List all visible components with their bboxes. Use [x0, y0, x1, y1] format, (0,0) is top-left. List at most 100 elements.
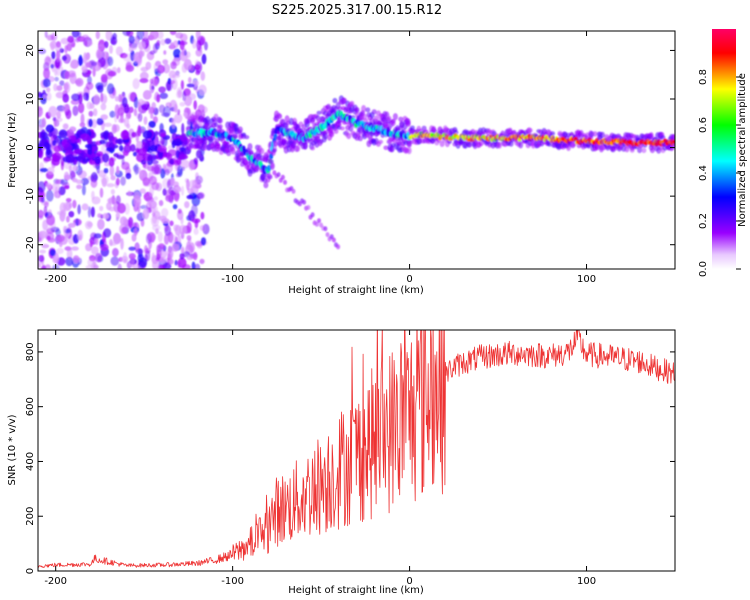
spectrogram-halo-cell — [332, 97, 338, 104]
spectrogram-noise-cell — [102, 213, 109, 219]
spectrogram-halo-cell — [383, 145, 389, 151]
spectrogram-noise-cell — [103, 228, 112, 238]
spectrogram-streak-cell — [291, 188, 296, 194]
spectrogram-halo-cell — [271, 148, 277, 153]
colorbar: 0.0 0.2 0.4 0.6 0.8 Normalized spectral ampl… — [698, 29, 748, 277]
spectrogram-noise-cell — [154, 131, 159, 136]
spectrogram-noise-cell — [200, 237, 207, 246]
spectrogram-noise-cell — [167, 247, 174, 259]
spectrogram-noise-cell — [72, 199, 77, 209]
spectrogram-noise-cell — [80, 177, 90, 186]
spectrogram-noise-cell — [128, 45, 134, 53]
spectrogram-noise-cell — [47, 225, 55, 231]
spectrogram-noise-cell — [40, 197, 45, 203]
spectrogram-noise-cell — [100, 93, 108, 105]
spectrogram-noise-cell — [163, 50, 167, 55]
spectrogram-halo-cell — [365, 107, 371, 113]
spectrogram-noise-cell — [81, 184, 86, 196]
spectrogram-noise-cell — [171, 73, 181, 79]
spectrogram-noise-cell — [121, 226, 128, 234]
y-tick-label: -10 — [25, 188, 36, 204]
spectrogram-noise-cell — [183, 58, 192, 71]
spectrogram-noise-cell — [157, 264, 165, 269]
spectrogram-noise-cell — [176, 158, 182, 166]
spectrogram-noise-cell — [143, 116, 148, 125]
spectrogram-noise-cell — [48, 106, 58, 118]
spectrogram-noise-cell — [137, 112, 143, 122]
spectrogram-halo-cell — [277, 113, 283, 120]
spectrogram-noise-cell — [149, 144, 159, 152]
spectrogram-noise-cell — [151, 164, 160, 175]
spectrogram-noise-cell — [151, 160, 159, 165]
spectrogram-noise-cell — [145, 233, 152, 245]
spectrogram-noise-cell — [72, 105, 79, 117]
spectrogram-noise-cell — [75, 77, 84, 87]
spectrogram-noise-cell — [116, 154, 125, 160]
spectrogram-noise-cell — [106, 202, 112, 211]
spectrogram-halo-cell — [273, 140, 278, 147]
spectrogram-noise-cell — [180, 247, 185, 254]
spectrogram-noise-cell — [122, 53, 132, 62]
spectrogram-noise-cell — [196, 192, 205, 200]
spectrogram-noise-cell — [167, 145, 173, 151]
spectrogram-noise-cell — [39, 249, 46, 254]
spectrogram-noise-cell — [41, 244, 50, 249]
spectrogram-noise-cell — [163, 151, 168, 158]
spectrogram-noise-cell — [69, 61, 79, 69]
spectrogram-halo-cell — [310, 146, 316, 151]
spectrogram-noise-cell — [69, 202, 73, 209]
spectrogram-noise-cell — [180, 216, 184, 225]
spectrogram-noise-cell — [97, 44, 106, 51]
spectrogram-noise-cell — [192, 38, 197, 49]
spectrogram-streak-cell — [329, 234, 334, 240]
spectrogram-noise-cell — [180, 159, 190, 169]
spectrogram-noise-cell — [179, 146, 186, 152]
spectrogram-noise-cell — [71, 246, 79, 251]
spectrogram-noise-cell — [125, 64, 135, 72]
spectrogram-noise-cell — [38, 124, 44, 131]
spectrogram-noise-cell — [139, 78, 149, 84]
spectrogram-halo-cell — [213, 122, 219, 128]
spectrogram-noise-cell — [160, 38, 166, 46]
spectrogram-halo-cell — [237, 126, 243, 134]
y-tick-label: 10 — [25, 93, 36, 106]
spectrogram-noise-cell — [38, 181, 46, 193]
spectrogram-noise-cell — [114, 111, 118, 123]
spectrogram-noise-cell — [41, 117, 47, 128]
spectrogram-noise-cell — [204, 41, 208, 51]
spectrogram-noise-cell — [136, 31, 145, 40]
spectrogram-noise-cell — [43, 141, 50, 150]
spectrogram-noise-cell — [99, 187, 104, 198]
spectrogram-noise-cell — [177, 208, 182, 214]
spectrogram-noise-cell — [128, 246, 136, 251]
spectrogram-noise-cell — [69, 126, 77, 132]
spectrogram-halo-cell — [346, 132, 352, 140]
spectrogram-noise-cell — [65, 154, 75, 164]
spectrogram-noise-cell — [90, 174, 94, 182]
spectrogram-noise-cell — [128, 106, 134, 114]
spectrogram-noise-cell — [51, 140, 57, 146]
y-tick-label: 200 — [25, 507, 36, 526]
spectrogram-noise-cell — [64, 70, 70, 80]
spectrogram-halo-cell — [362, 113, 368, 120]
y-tick-label: 0 — [25, 568, 36, 574]
spectrogram-streak-cell — [283, 179, 287, 185]
colorbar-tick-label: 0.0 — [698, 261, 709, 277]
spectrogram-y-label: Frequency (Hz) — [7, 112, 18, 188]
spectrogram-noise-cell — [52, 117, 56, 122]
colorbar-label: Normalized spectral amplitude — [737, 73, 748, 227]
spectrogram-streak-cell — [270, 163, 275, 169]
x-tick-label: 0 — [406, 274, 412, 285]
spectrogram-noise-cell — [120, 176, 126, 186]
spectrogram-noise-cell — [91, 190, 95, 200]
spectrogram-noise-cell — [115, 195, 121, 205]
x-tick-label: -100 — [221, 274, 244, 285]
spectrogram-noise-cell — [117, 107, 125, 116]
spectrogram-noise-cell — [194, 64, 201, 71]
spectrogram-noise-cell — [99, 243, 109, 251]
spectrogram-noise-cell — [137, 102, 142, 113]
spectrogram-noise-cell — [91, 246, 99, 255]
spectrogram-streak-cell — [302, 199, 307, 205]
spectrogram-noise-cell — [179, 224, 187, 235]
